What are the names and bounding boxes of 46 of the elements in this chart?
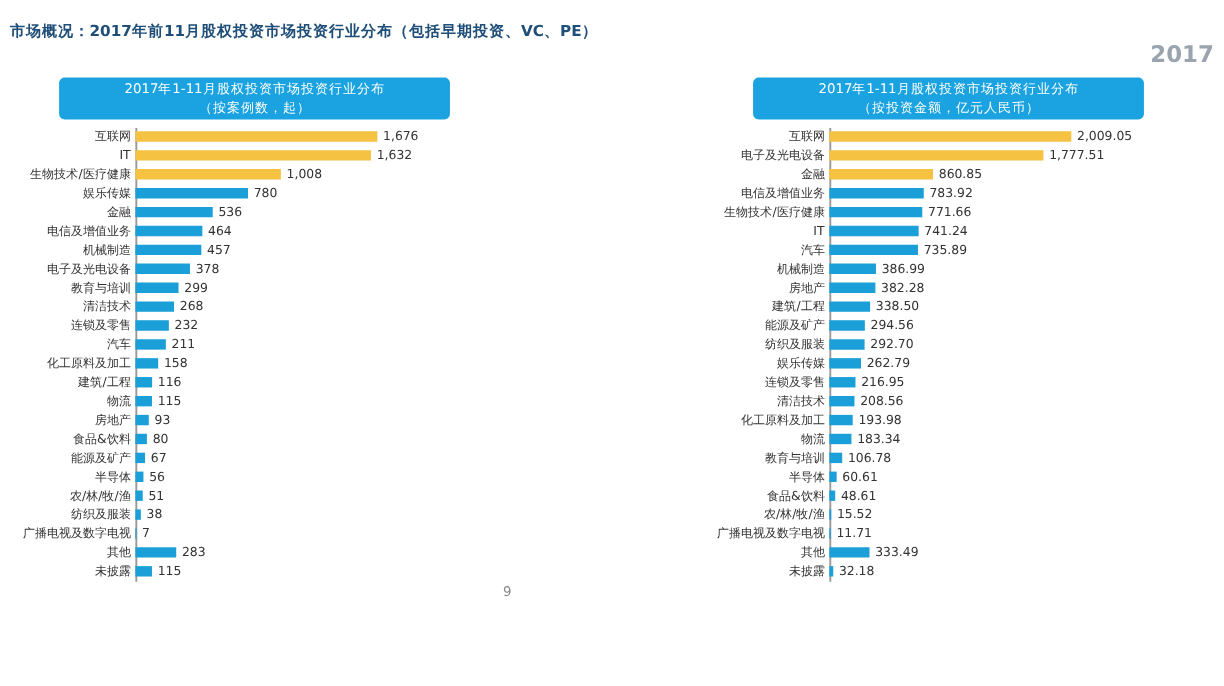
bar [135, 414, 149, 426]
bar [829, 320, 865, 331]
bar [829, 225, 919, 237]
bar [829, 244, 918, 256]
bar [829, 301, 871, 312]
bar [135, 263, 190, 275]
bar [135, 187, 248, 199]
bar [135, 566, 152, 577]
bar [829, 358, 861, 369]
bar [135, 433, 147, 445]
bar [829, 547, 870, 558]
bar [135, 131, 378, 142]
bar [829, 395, 855, 407]
bar [135, 150, 371, 161]
bar [135, 377, 153, 388]
bar [829, 206, 923, 218]
bar [829, 150, 1044, 161]
bar [135, 339, 166, 350]
bar [135, 206, 213, 218]
bar [135, 244, 202, 256]
bar [829, 187, 924, 199]
bar [135, 471, 144, 482]
bar [135, 490, 143, 501]
bar [829, 490, 836, 501]
bar [829, 169, 934, 180]
bar [135, 282, 179, 293]
bar [829, 452, 843, 464]
bar [135, 169, 281, 180]
bar [829, 339, 865, 350]
bar [135, 301, 175, 312]
bar [135, 547, 177, 558]
bar [829, 433, 852, 445]
text: 市场概况：2017年前11月股权投资市场投资行业分布（包括早期投资、VC、PE） [7, 19, 598, 40]
bar [829, 471, 837, 482]
bar [135, 509, 141, 520]
bar [135, 225, 203, 237]
bar [829, 414, 853, 426]
text: 2017 [1150, 40, 1214, 69]
bar [829, 131, 1072, 142]
bar [135, 395, 152, 407]
bar [829, 282, 876, 293]
bar [829, 377, 856, 388]
bar [829, 263, 876, 275]
bar [135, 452, 146, 464]
bar [135, 358, 159, 369]
bar [135, 320, 169, 331]
